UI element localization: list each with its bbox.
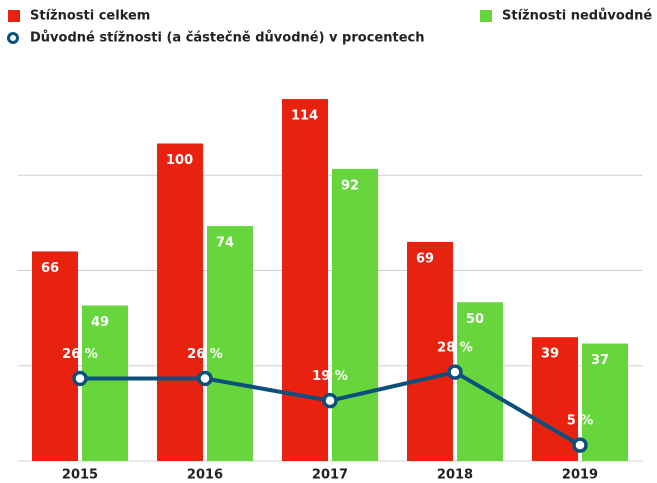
line-value-label: 26 % xyxy=(187,347,223,362)
x-tick-label: 2019 xyxy=(562,468,598,483)
x-tick-label: 2017 xyxy=(312,468,348,483)
legend-swatch xyxy=(8,10,20,22)
bar-value-label: 114 xyxy=(291,109,318,124)
bar-value-label: 66 xyxy=(41,261,59,276)
line-point xyxy=(197,370,213,387)
bar xyxy=(582,343,628,461)
x-tick-label: 2015 xyxy=(62,468,98,483)
bar xyxy=(157,143,203,461)
line-point xyxy=(447,364,463,380)
line-point xyxy=(572,437,588,453)
bar xyxy=(207,226,253,461)
bar xyxy=(82,305,128,461)
bar-value-label: 100 xyxy=(166,153,193,168)
bar-value-label: 50 xyxy=(466,312,484,327)
line-value-label: 5 % xyxy=(567,414,594,429)
bar-value-label: 49 xyxy=(91,315,109,330)
legend-label: Stížnosti celkem xyxy=(30,9,150,24)
bar-value-label: 74 xyxy=(216,236,234,251)
x-tick-label: 2016 xyxy=(187,468,223,483)
legend-marker xyxy=(7,32,19,44)
line-point xyxy=(72,370,88,387)
bar xyxy=(332,168,378,461)
line-value-label: 19 % xyxy=(312,369,348,384)
bar-value-label: 37 xyxy=(591,353,609,368)
bar xyxy=(282,99,328,462)
x-tick-label: 2018 xyxy=(437,468,473,483)
line-value-label: 26 % xyxy=(62,347,98,362)
legend-swatch xyxy=(480,10,492,22)
legend-label: Důvodné stížnosti (a částečně důvodné) v… xyxy=(30,31,424,46)
bar xyxy=(32,251,78,461)
bar-value-label: 69 xyxy=(416,251,434,266)
line-point xyxy=(322,392,338,409)
bar xyxy=(407,241,453,461)
line-value-label: 28 % xyxy=(437,341,473,356)
bar-value-label: 92 xyxy=(341,178,359,193)
bar xyxy=(457,302,503,461)
legend-label: Stížnosti nedůvodné xyxy=(502,9,652,24)
bar-value-label: 39 xyxy=(541,347,559,362)
